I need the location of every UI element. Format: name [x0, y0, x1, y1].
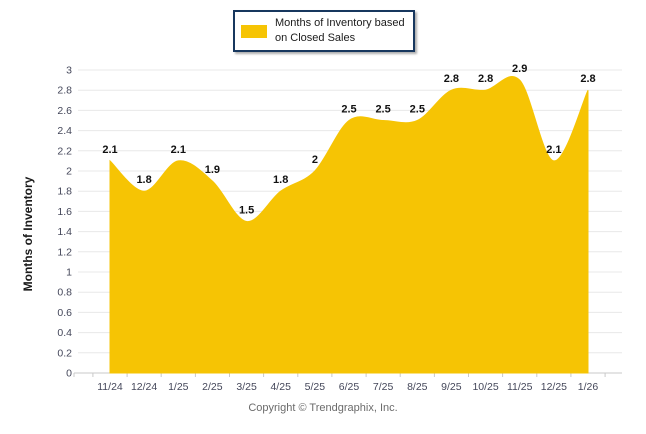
y-tick-label: 3 [66, 65, 72, 77]
x-tick-label: 4/25 [270, 381, 291, 393]
y-tick-label: 1.2 [57, 246, 72, 258]
x-tick-label: 8/25 [407, 381, 428, 393]
x-tick-label: 12/25 [541, 381, 567, 393]
x-tick-label: 7/25 [373, 381, 394, 393]
x-tick-label: 10/25 [472, 381, 498, 393]
data-point-label: 2.5 [341, 104, 356, 116]
data-point-label: 1.8 [273, 174, 288, 186]
copyright-text: Copyright © Trendgraphix, Inc. [248, 402, 398, 414]
y-tick-label: 0.6 [57, 307, 72, 319]
x-tick-label: 1/25 [168, 381, 189, 393]
data-point-label: 1.8 [136, 174, 151, 186]
data-point-label: 2.1 [546, 144, 561, 156]
data-point-label: 2.8 [580, 73, 595, 85]
data-point-label: 2.1 [102, 144, 117, 156]
data-point-label: 2.1 [171, 144, 186, 156]
data-point-label: 1.5 [239, 205, 254, 217]
y-tick-label: 2.6 [57, 105, 72, 117]
legend-swatch-icon [241, 24, 267, 38]
y-tick-label: 2.2 [57, 145, 72, 157]
x-tick-label: 1/26 [578, 381, 599, 393]
y-tick-label: 1.4 [57, 226, 72, 238]
legend-label-line2: on Closed Sales [275, 32, 356, 44]
y-tick-label: 0.2 [57, 347, 72, 359]
y-tick-label: 2 [66, 166, 72, 178]
y-tick-label: 2.4 [57, 125, 72, 137]
y-tick-label: 1 [66, 267, 72, 279]
x-tick-label: 12/24 [131, 381, 157, 393]
x-tick-label: 3/25 [236, 381, 257, 393]
x-tick-label: 11/24 [97, 381, 123, 393]
data-point-label: 2.5 [375, 104, 390, 116]
data-point-label: 2.9 [512, 63, 527, 75]
data-point-label: 2.5 [410, 104, 425, 116]
y-tick-label: 2.8 [57, 85, 72, 97]
y-axis-title: Months of Inventory [21, 176, 35, 292]
y-tick-label: 0.8 [57, 287, 72, 299]
x-tick-label: 5/25 [305, 381, 326, 393]
x-tick-label: 2/25 [202, 381, 223, 393]
x-tick-label: 9/25 [441, 381, 462, 393]
legend: Months of Inventory based on Closed Sale… [233, 10, 415, 52]
data-point-label: 1.9 [205, 164, 220, 176]
y-tick-label: 1.8 [57, 186, 72, 198]
x-tick-label: 11/25 [507, 381, 533, 393]
legend-label: Months of Inventory based on Closed Sale… [275, 16, 405, 46]
data-point-label: 2.8 [444, 73, 459, 85]
x-tick-label: 6/25 [339, 381, 360, 393]
y-tick-label: 1.6 [57, 206, 72, 218]
y-tick-label: 0.4 [57, 327, 72, 339]
legend-label-line1: Months of Inventory based [275, 17, 405, 29]
inventory-area-series [109, 75, 589, 374]
data-point-label: 2.8 [478, 73, 493, 85]
y-tick-label: 0 [66, 368, 72, 380]
data-point-label: 2 [312, 154, 318, 166]
